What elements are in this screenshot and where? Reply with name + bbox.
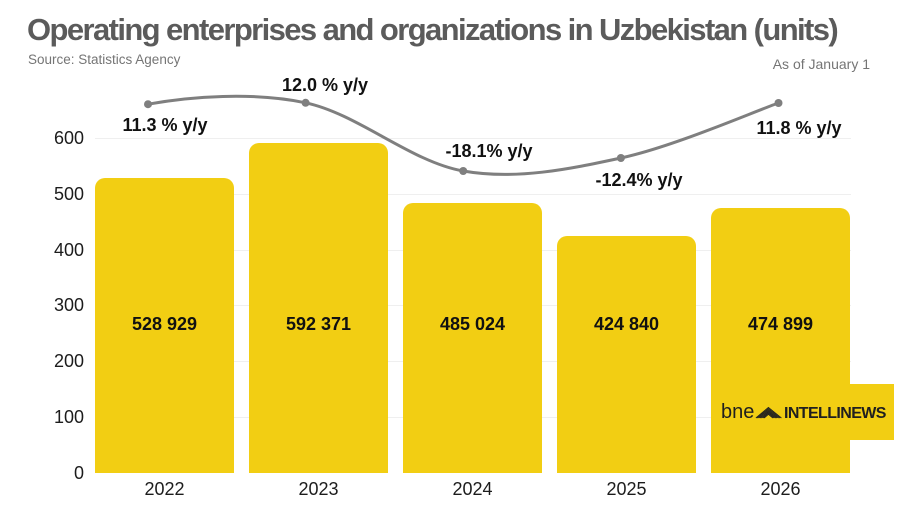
svg-text:INTELLINEWS: INTELLINEWS bbox=[784, 405, 887, 422]
svg-text:bne: bne bbox=[721, 401, 754, 423]
